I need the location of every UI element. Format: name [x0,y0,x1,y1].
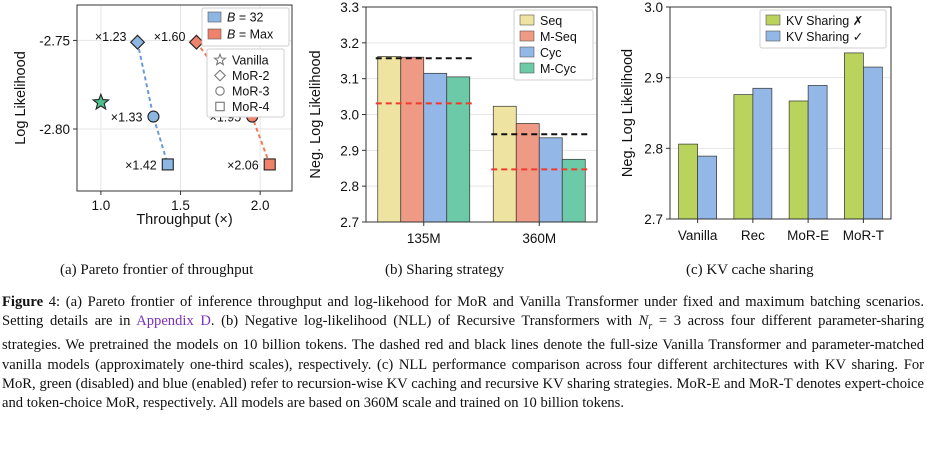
panel-b-bar [538,137,563,223]
panel-a-xtick-label: 1.0 [91,198,110,213]
panel-b-ytick-label: 2.8 [340,179,359,194]
panel-b-frame [365,6,598,223]
panel-c-bar [807,85,828,220]
panel-a-ytick-label: -2.75 [39,33,70,48]
panel-b-legend-label: Seq [540,14,562,28]
panel-a-point [129,34,146,50]
panel-c-bar [697,155,717,220]
panel-a-vanilla-point [91,92,111,111]
caption-math-rest: = 3 [652,313,682,330]
panel-b-bar [446,76,471,223]
caption-math-n: N [638,313,649,330]
panel-a-ytick-label: -2.80 [39,122,70,137]
panel-b-legend-label: M-Seq [540,30,577,44]
panel-c-ytick-label: 2.8 [644,141,663,156]
panel-a-ylabel: Log Likelihood [13,51,29,145]
panel-b-ylabel: Neg. Log Likelihood [308,50,324,178]
panel-c-legend-swatch [765,30,781,42]
panel-c-legend-swatch [765,14,781,26]
panel-c-legend [759,9,887,49]
panel-b-legend-swatch [519,30,535,42]
panel-a-legend-marker [215,101,225,112]
panel-c-xtick-label: Vanilla [678,228,718,243]
panel-c-xtick-label: MoR-T [843,228,884,243]
panel-c-legend-label: KV Sharing ✓ [786,30,863,44]
caption-label: Figure [2,294,44,310]
panel-a-legend-label: B = Max [227,28,274,42]
panel-a-point [188,34,205,50]
panel-a-legend-colors [201,7,290,47]
panel-a-legend-marker [213,52,227,66]
panel-b-bar [492,105,517,223]
panel-b-ytick-label: 3.1 [340,72,359,87]
panel-a-legend-marker [213,69,227,82]
panel-b-legend-label: Cyc [540,46,562,60]
panel-c-bar [733,94,754,220]
panel-b-ytick-label: 3.0 [340,108,359,123]
panel-c-frame [669,6,892,220]
caption-number: 4: [43,294,61,310]
caption-math-sub: r [648,321,653,333]
panel-a-legend-marker [215,86,225,96]
panel-a-point-label: ×1.42 [125,158,157,172]
appendix-link[interactable]: Appendix D [136,313,211,330]
panel-a-xtick-label: 1.5 [171,198,190,213]
panel-a-point [161,158,174,171]
panel-b-bar [400,56,425,223]
panel-a-legend-shape-label: MoR-2 [232,69,270,83]
panel-c-xtick-label: Rec [741,228,765,243]
panel-a-legend-swatch [207,28,222,40]
panel-c-bar [678,143,698,220]
panel-a-legend-shape-label: MoR-3 [232,85,270,99]
panel-c-bar [788,100,809,220]
panel-a-point-label: ×1.23 [95,30,127,44]
panel-a-point-label: ×1.33 [111,111,143,125]
panel-b-legend-swatch [519,46,535,58]
caption-text-1: (a) Pareto frontier of inference through… [2,294,924,330]
panel-b-xtick-label: 135M [407,231,441,246]
panel-b-xtick-label: 360M [522,231,556,246]
subcaption-b: (b) Sharing strategy [385,262,505,278]
panel-b-ytick-label: 2.7 [340,215,359,230]
panel-b-ytick-label: 3.2 [340,36,359,51]
panel-a-xtick-label: 2.0 [251,198,270,213]
chart-pareto-frontier: 1.0 1.5 2.0 -2.75 -2.80 Throughput (×) Log Lik… [13,0,892,246]
panel-a-point [147,110,160,123]
panel-a-legend-shape-label: MoR-4 [232,100,270,114]
panel-b-legend-label: M-Cyc [540,62,576,76]
subcaption-a: (a) Pareto frontier of throughput [60,262,254,278]
panel-c-ytick-label: 3.0 [644,0,663,15]
panel-c-ytick-label: 2.9 [644,71,663,86]
panel-b-legend-swatch [519,62,535,74]
panel-c-ylabel: Neg. Log Likelihood [620,49,636,177]
panel-a-frame [76,4,293,192]
figure: 1.0 1.5 2.0 -2.75 -2.80 Throughput (×) Log Lik… [13,0,892,246]
panel-b-bar [377,56,402,223]
figure-caption: Figure 4: (a) Pareto frontier of inferen… [2,293,924,413]
panel-a-point-label: ×1.60 [154,30,186,44]
panel-a-legend-label: B = 32 [227,11,264,25]
panel-c-xtick-label: MoR-E [787,228,829,243]
panel-a-legend-swatch [207,11,222,23]
caption-text-3: across four different parameter-sharing … [2,313,925,411]
panel-a-legend-shape-label: Vanilla [232,54,269,68]
panel-b-ytick-label: 3.3 [340,0,359,15]
panel-b-legend [513,9,594,81]
panel-c-legend-label: KV Sharing ✗ [786,14,863,28]
subcaption-c: (c) KV cache sharing [686,262,814,278]
panel-a-legend-shapes [206,48,285,118]
panel-c-bar [863,66,883,220]
panel-b-bar [515,123,540,223]
panel-c-ytick-label: 2.7 [644,212,663,227]
panel-a-point [263,158,276,171]
panel-c-bar [752,87,773,220]
panel-a-xlabel: Throughput (×) [136,212,232,228]
panel-b-ytick-label: 2.9 [340,143,359,158]
panel-b-legend-swatch [519,14,535,26]
caption-text-2: . (b) Negative log-likelihood (NLL) of R… [210,313,639,330]
panel-a-point-label: ×2.06 [227,158,259,172]
panel-b-bar [423,72,448,223]
panel-c-bar [844,52,864,220]
